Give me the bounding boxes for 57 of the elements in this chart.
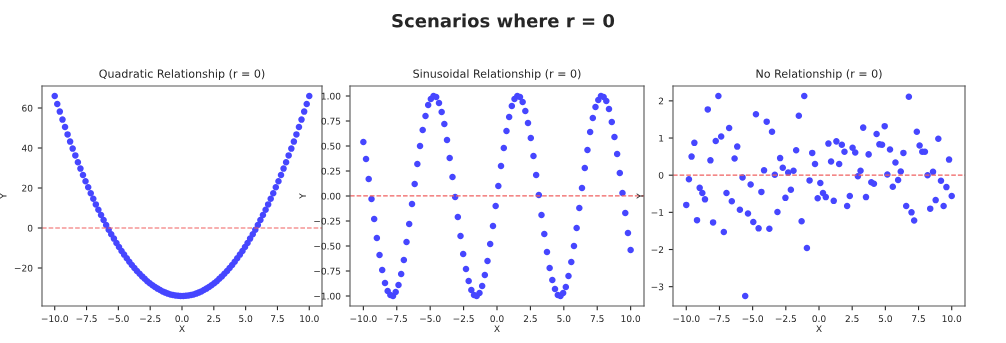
y-tick-label: −2 (651, 246, 664, 253)
x-tick-label: 0.0 (175, 315, 189, 323)
x-axis-title: X (179, 325, 185, 333)
x-tick-label: 7.5 (912, 315, 925, 323)
y-axis-title: Y (636, 193, 644, 199)
x-tick-label: −2.5 (775, 315, 796, 323)
x-tick-label: 2.5 (845, 315, 859, 323)
x-tick-label: −10.0 (673, 315, 700, 323)
y-tick-label: 0 (658, 171, 664, 179)
x-tick-label: 7.5 (590, 315, 604, 323)
y-axis-title: Y (299, 193, 306, 199)
y-tick-label: −0.50 (314, 242, 341, 250)
y-tick-label: 40 (21, 144, 33, 152)
text: Scenarios where r = 0 (392, 13, 615, 28)
x-tick-label: 2.5 (523, 315, 537, 323)
x-tick-label: −10.0 (350, 315, 377, 323)
chart-title: Sinusoidal Relationship (r = 0) (413, 69, 581, 80)
x-tick-label: 10.0 (942, 315, 962, 323)
x-tick-label: 0.0 (490, 315, 504, 323)
y-tick-label: −3 (651, 283, 664, 291)
x-tick-label: −5.0 (108, 315, 129, 323)
x-tick-label: 10.0 (300, 315, 319, 323)
y-tick-label: −20 (14, 264, 33, 272)
chart-title: Quadratic Relationship (r = 0) (99, 69, 265, 80)
x-tick-label: 7.5 (271, 315, 284, 323)
y-axis-title: Y (0, 193, 7, 199)
x-tick-label: 5.0 (878, 315, 892, 323)
y-tick-label: −0.25 (314, 217, 341, 225)
y-tick-label: −1 (651, 209, 664, 216)
y-tick-label: 0.50 (321, 142, 341, 150)
x-axis-title: X (816, 325, 822, 333)
y-tick-label: 0 (27, 224, 33, 232)
y-tick-label: −0.75 (314, 267, 341, 275)
y-tick-label: 1.00 (321, 92, 341, 100)
x-tick-label: 2.5 (207, 315, 221, 323)
x-tick-label: 0.0 (812, 315, 826, 323)
x-tick-label: 5.0 (239, 315, 253, 323)
chart-title: No Relationship (r = 0) (756, 69, 882, 80)
x-tick-label: −10.0 (41, 315, 68, 323)
y-tick-label: 0.75 (321, 117, 341, 125)
y-tick-label: 20 (22, 184, 33, 192)
y-tick-label: 2 (658, 97, 664, 105)
x-tick-label: −7.5 (709, 315, 730, 323)
y-tick-label: −1.00 (314, 292, 341, 300)
x-tick-label: 5.0 (557, 315, 571, 323)
x-tick-label: −2.5 (140, 315, 161, 323)
y-tick-label: 0.25 (321, 167, 341, 175)
x-tick-label: −2.5 (453, 315, 474, 323)
y-tick-label: 0.00 (321, 192, 341, 200)
x-tick-label: −7.5 (386, 315, 407, 323)
x-tick-label: −5.0 (420, 315, 441, 323)
y-tick-label: 1 (659, 134, 664, 142)
y-tick-label: 60 (22, 104, 33, 112)
x-tick-label: −5.0 (742, 315, 763, 323)
x-tick-label: 10.0 (621, 315, 641, 323)
x-axis-title: X (494, 325, 500, 333)
x-tick-label: −7.5 (76, 315, 97, 323)
